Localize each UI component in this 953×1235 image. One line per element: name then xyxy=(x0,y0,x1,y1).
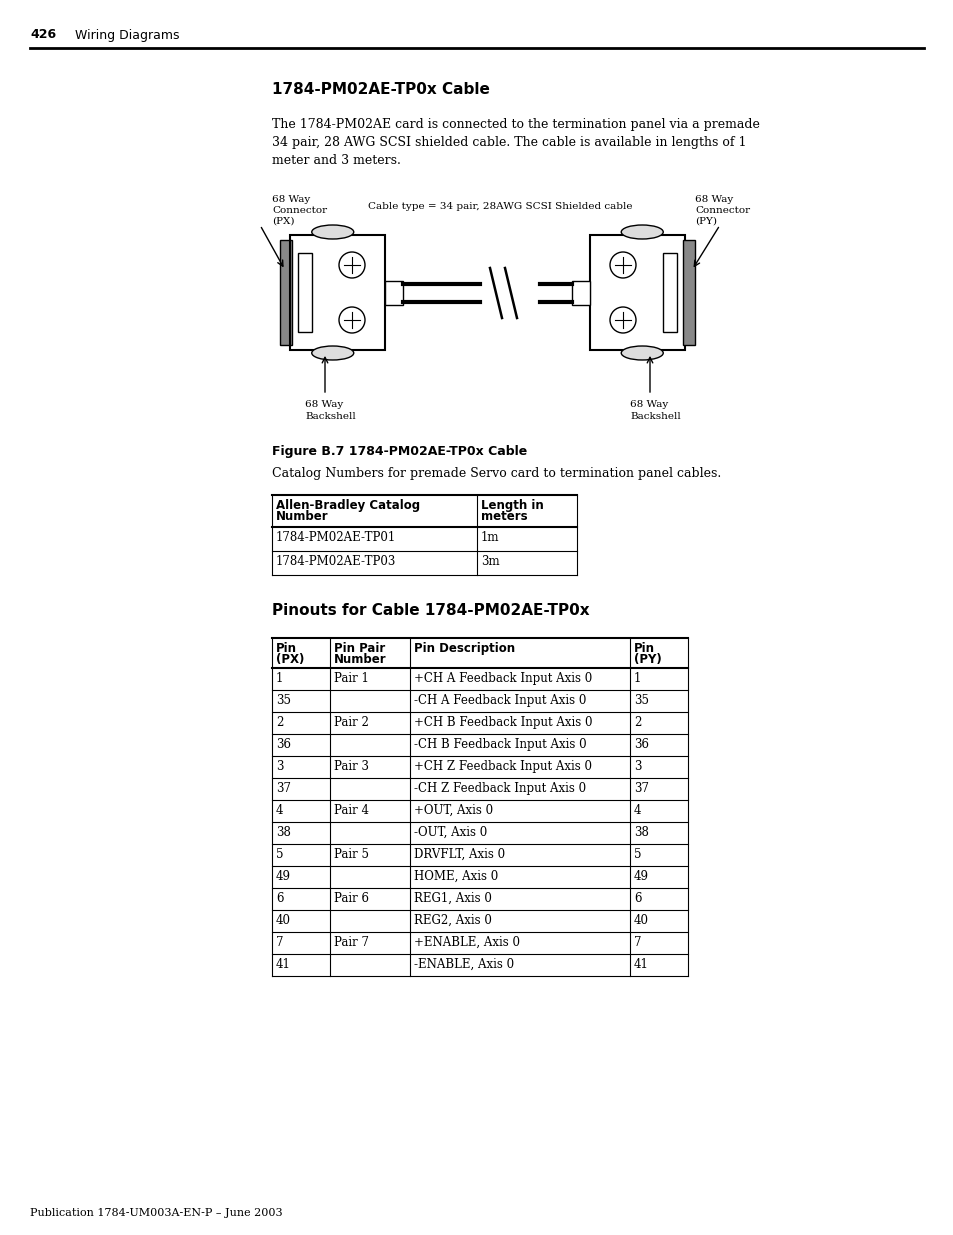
Bar xyxy=(682,240,695,345)
Text: Pin: Pin xyxy=(275,642,296,655)
Text: Pin Description: Pin Description xyxy=(414,642,515,655)
Text: 3: 3 xyxy=(634,760,640,773)
Text: 49: 49 xyxy=(634,869,648,883)
Text: 41: 41 xyxy=(634,958,648,971)
Text: REG1, Axis 0: REG1, Axis 0 xyxy=(414,892,492,905)
Text: 2: 2 xyxy=(275,716,283,729)
Text: Number: Number xyxy=(334,653,386,666)
Text: Pair 4: Pair 4 xyxy=(334,804,369,818)
Text: (PX): (PX) xyxy=(272,217,294,226)
Text: The 1784-PM02AE card is connected to the termination panel via a premade: The 1784-PM02AE card is connected to the… xyxy=(272,119,760,131)
Text: meter and 3 meters.: meter and 3 meters. xyxy=(272,154,400,167)
Text: 49: 49 xyxy=(275,869,291,883)
Bar xyxy=(280,240,292,345)
Text: Figure B.7 1784-PM02AE-TP0x Cable: Figure B.7 1784-PM02AE-TP0x Cable xyxy=(272,445,527,458)
Text: +CH B Feedback Input Axis 0: +CH B Feedback Input Axis 0 xyxy=(414,716,592,729)
Bar xyxy=(290,235,385,350)
Text: -OUT, Axis 0: -OUT, Axis 0 xyxy=(414,826,487,839)
Text: -CH B Feedback Input Axis 0: -CH B Feedback Input Axis 0 xyxy=(414,739,586,751)
Text: Pair 1: Pair 1 xyxy=(334,672,369,685)
Text: 37: 37 xyxy=(634,782,648,795)
Text: 4: 4 xyxy=(634,804,640,818)
Text: REG2, Axis 0: REG2, Axis 0 xyxy=(414,914,492,927)
Text: Length in: Length in xyxy=(480,499,543,513)
Text: 2: 2 xyxy=(634,716,640,729)
Ellipse shape xyxy=(312,225,354,240)
Text: Publication 1784-UM003A-EN-P – June 2003: Publication 1784-UM003A-EN-P – June 2003 xyxy=(30,1208,282,1218)
Bar xyxy=(589,235,684,350)
Text: meters: meters xyxy=(480,510,527,522)
Text: 5: 5 xyxy=(634,848,640,861)
Bar xyxy=(572,282,589,305)
Text: -CH Z Feedback Input Axis 0: -CH Z Feedback Input Axis 0 xyxy=(414,782,585,795)
Text: Backshell: Backshell xyxy=(629,412,680,421)
Text: DRVFLT, Axis 0: DRVFLT, Axis 0 xyxy=(414,848,504,861)
Text: Pair 2: Pair 2 xyxy=(334,716,369,729)
Text: Pair 6: Pair 6 xyxy=(334,892,369,905)
Text: 7: 7 xyxy=(634,936,640,948)
Text: (PY): (PY) xyxy=(634,653,661,666)
Text: Connector: Connector xyxy=(272,206,327,215)
Text: HOME, Axis 0: HOME, Axis 0 xyxy=(414,869,497,883)
Bar xyxy=(662,253,677,332)
Text: Connector: Connector xyxy=(695,206,749,215)
Text: 3m: 3m xyxy=(480,555,499,568)
Text: Backshell: Backshell xyxy=(305,412,355,421)
Text: Pinouts for Cable 1784-PM02AE-TP0x: Pinouts for Cable 1784-PM02AE-TP0x xyxy=(272,603,589,618)
Text: Cable type = 34 pair, 28AWG SCSI Shielded cable: Cable type = 34 pair, 28AWG SCSI Shielde… xyxy=(367,203,632,211)
Text: 1m: 1m xyxy=(480,531,499,543)
Text: 68 Way: 68 Way xyxy=(695,195,733,204)
Text: 1784-PM02AE-TP03: 1784-PM02AE-TP03 xyxy=(275,555,395,568)
Text: 68 Way: 68 Way xyxy=(272,195,310,204)
Text: 35: 35 xyxy=(275,694,291,706)
Text: Pin: Pin xyxy=(634,642,655,655)
Text: Number: Number xyxy=(275,510,328,522)
Text: 6: 6 xyxy=(275,892,283,905)
Text: 1: 1 xyxy=(275,672,283,685)
Text: 68 Way: 68 Way xyxy=(629,400,667,409)
Text: Pair 7: Pair 7 xyxy=(334,936,369,948)
Text: 37: 37 xyxy=(275,782,291,795)
Text: Catalog Numbers for premade Servo card to termination panel cables.: Catalog Numbers for premade Servo card t… xyxy=(272,467,720,480)
Text: 426: 426 xyxy=(30,28,56,42)
Text: 7: 7 xyxy=(275,936,283,948)
Text: Pin Pair: Pin Pair xyxy=(334,642,385,655)
Text: (PY): (PY) xyxy=(695,217,717,226)
Text: -ENABLE, Axis 0: -ENABLE, Axis 0 xyxy=(414,958,514,971)
Bar xyxy=(297,253,312,332)
Text: 3: 3 xyxy=(275,760,283,773)
Text: 36: 36 xyxy=(275,739,291,751)
Text: 38: 38 xyxy=(275,826,291,839)
Text: 1: 1 xyxy=(634,672,640,685)
Ellipse shape xyxy=(312,346,354,359)
Text: (PX): (PX) xyxy=(275,653,304,666)
Bar xyxy=(385,282,402,305)
Text: 40: 40 xyxy=(275,914,291,927)
Text: 6: 6 xyxy=(634,892,640,905)
Ellipse shape xyxy=(620,225,662,240)
Text: +OUT, Axis 0: +OUT, Axis 0 xyxy=(414,804,493,818)
Text: 41: 41 xyxy=(275,958,291,971)
Text: Allen-Bradley Catalog: Allen-Bradley Catalog xyxy=(275,499,419,513)
Text: Pair 5: Pair 5 xyxy=(334,848,369,861)
Text: 4: 4 xyxy=(275,804,283,818)
Text: -CH A Feedback Input Axis 0: -CH A Feedback Input Axis 0 xyxy=(414,694,586,706)
Text: +CH A Feedback Input Axis 0: +CH A Feedback Input Axis 0 xyxy=(414,672,592,685)
Text: +CH Z Feedback Input Axis 0: +CH Z Feedback Input Axis 0 xyxy=(414,760,592,773)
Text: Pair 3: Pair 3 xyxy=(334,760,369,773)
Text: 35: 35 xyxy=(634,694,648,706)
Text: 38: 38 xyxy=(634,826,648,839)
Text: Wiring Diagrams: Wiring Diagrams xyxy=(75,28,179,42)
Text: 40: 40 xyxy=(634,914,648,927)
Ellipse shape xyxy=(620,346,662,359)
Text: 68 Way: 68 Way xyxy=(305,400,343,409)
Text: 34 pair, 28 AWG SCSI shielded cable. The cable is available in lengths of 1: 34 pair, 28 AWG SCSI shielded cable. The… xyxy=(272,136,745,149)
Text: 1784-PM02AE-TP0x Cable: 1784-PM02AE-TP0x Cable xyxy=(272,82,489,98)
Text: 36: 36 xyxy=(634,739,648,751)
Text: 5: 5 xyxy=(275,848,283,861)
Text: +ENABLE, Axis 0: +ENABLE, Axis 0 xyxy=(414,936,519,948)
Text: 1784-PM02AE-TP01: 1784-PM02AE-TP01 xyxy=(275,531,395,543)
